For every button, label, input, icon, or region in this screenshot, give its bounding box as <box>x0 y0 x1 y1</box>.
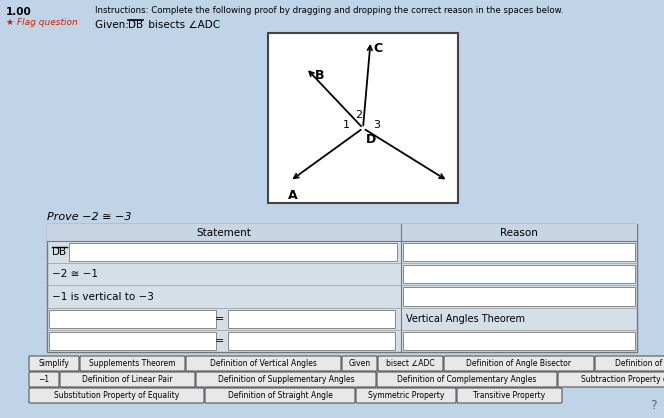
Text: 1.00: 1.00 <box>6 7 32 17</box>
FancyBboxPatch shape <box>378 356 443 371</box>
Text: Substitution Property of Equality: Substitution Property of Equality <box>54 391 179 400</box>
Text: Definition of Supplementary Angles: Definition of Supplementary Angles <box>218 375 355 384</box>
Bar <box>403 265 635 283</box>
Text: 2: 2 <box>355 110 363 120</box>
Bar <box>47 224 637 352</box>
FancyBboxPatch shape <box>186 356 341 371</box>
Text: C: C <box>374 42 382 55</box>
Text: 3: 3 <box>373 120 380 130</box>
Text: Subtraction Property of Equality: Subtraction Property of Equality <box>582 375 664 384</box>
Text: Transitive Property: Transitive Property <box>473 391 546 400</box>
Text: =: = <box>215 314 224 324</box>
FancyBboxPatch shape <box>60 372 195 387</box>
FancyBboxPatch shape <box>595 356 664 371</box>
Bar <box>403 243 635 261</box>
Bar <box>403 288 635 306</box>
Bar <box>47 224 637 241</box>
Text: bisect ∠ADC: bisect ∠ADC <box>386 359 435 368</box>
Text: ★ Flag question: ★ Flag question <box>6 18 78 27</box>
Text: D: D <box>366 133 376 146</box>
Text: D: D <box>52 247 60 257</box>
Text: −2 ≅ −1: −2 ≅ −1 <box>52 269 98 279</box>
Text: −1 is vertical to −3: −1 is vertical to −3 <box>52 291 154 301</box>
Text: Definition of Angle Bisector: Definition of Angle Bisector <box>467 359 572 368</box>
FancyBboxPatch shape <box>457 388 562 403</box>
Text: Definition of Straight Angle: Definition of Straight Angle <box>228 391 333 400</box>
Text: Given: Given <box>349 359 371 368</box>
Text: −1: −1 <box>39 375 50 384</box>
Text: A: A <box>288 189 298 202</box>
Text: Instructions: Complete the following proof by dragging and dropping the correct : Instructions: Complete the following pro… <box>95 6 564 15</box>
FancyBboxPatch shape <box>29 356 79 371</box>
Bar <box>228 310 395 328</box>
Text: =: = <box>215 336 224 346</box>
Text: DB: DB <box>128 20 143 30</box>
Text: Prove −2 ≅ −3: Prove −2 ≅ −3 <box>47 212 131 222</box>
FancyBboxPatch shape <box>444 356 594 371</box>
Text: Statement: Statement <box>197 227 252 237</box>
Text: B: B <box>315 69 325 82</box>
FancyBboxPatch shape <box>342 356 377 371</box>
Text: Given:: Given: <box>95 20 132 30</box>
Text: B: B <box>59 247 66 257</box>
FancyBboxPatch shape <box>205 388 355 403</box>
Bar <box>49 310 216 328</box>
FancyBboxPatch shape <box>356 388 456 403</box>
Bar <box>403 332 635 350</box>
Text: 1: 1 <box>343 120 349 130</box>
Text: Definition of Right Angle: Definition of Right Angle <box>616 359 664 368</box>
Text: Definition of Linear Pair: Definition of Linear Pair <box>82 375 173 384</box>
Text: Vertical Angles Theorem: Vertical Angles Theorem <box>406 314 525 324</box>
Bar <box>69 243 397 261</box>
FancyBboxPatch shape <box>196 372 376 387</box>
Text: bisects ∠ADC: bisects ∠ADC <box>145 20 220 30</box>
Text: Supplements Theorem: Supplements Theorem <box>89 359 176 368</box>
Text: Simplify: Simplify <box>39 359 70 368</box>
Bar <box>268 33 458 203</box>
Bar <box>228 332 395 350</box>
FancyBboxPatch shape <box>29 388 204 403</box>
Text: Definition of Complementary Angles: Definition of Complementary Angles <box>397 375 537 384</box>
Text: Symmetric Property: Symmetric Property <box>368 391 444 400</box>
FancyBboxPatch shape <box>377 372 557 387</box>
Text: Definition of Vertical Angles: Definition of Vertical Angles <box>210 359 317 368</box>
Bar <box>49 332 216 350</box>
Text: Reason: Reason <box>500 227 538 237</box>
FancyBboxPatch shape <box>29 372 59 387</box>
Text: ?: ? <box>650 399 657 412</box>
FancyBboxPatch shape <box>558 372 664 387</box>
FancyBboxPatch shape <box>80 356 185 371</box>
